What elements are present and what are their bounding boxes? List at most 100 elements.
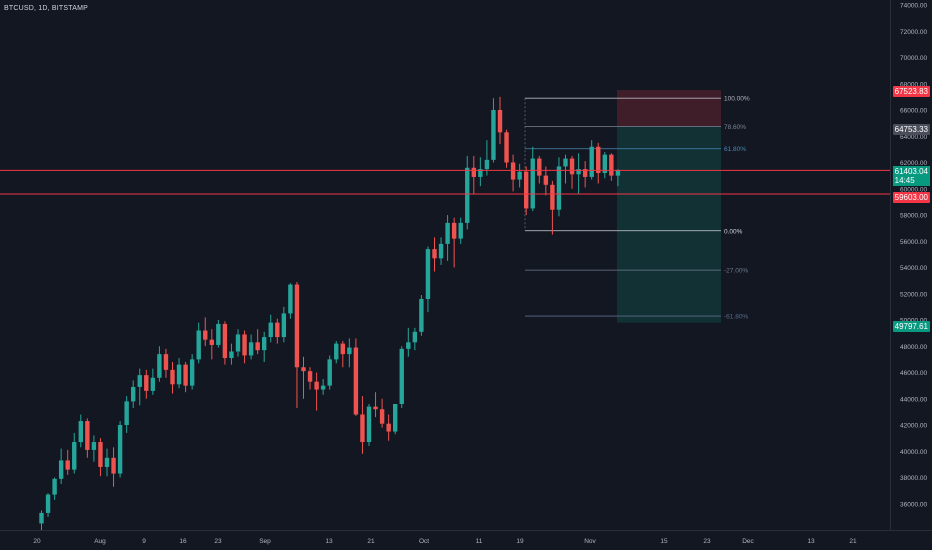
candle-body bbox=[399, 348, 404, 404]
price-tick-label: 62000.00 bbox=[900, 160, 927, 167]
price-tick-label: 58000.00 bbox=[900, 213, 927, 220]
current-price-value: 61403.04 bbox=[894, 167, 928, 176]
candle-body bbox=[445, 222, 450, 244]
candle-body bbox=[360, 414, 365, 443]
candle-body bbox=[91, 442, 97, 450]
candle-body bbox=[58, 460, 64, 479]
symbol-title[interactable]: BTCUSD, 1D, BITSTAMP bbox=[4, 5, 88, 12]
time-tick-label: 20 bbox=[33, 538, 41, 545]
support-price-tag: 59603.00 bbox=[892, 192, 930, 203]
candle-body bbox=[170, 369, 175, 385]
target-price-tag: 49797.61 bbox=[892, 321, 930, 332]
candle-body bbox=[255, 342, 260, 351]
candle-body bbox=[425, 249, 431, 299]
candle-body bbox=[288, 284, 293, 314]
candle-body bbox=[157, 354, 162, 378]
candle-body bbox=[242, 334, 247, 356]
time-tick-label: Sep bbox=[259, 538, 271, 545]
candle-body bbox=[438, 243, 444, 259]
candle-body bbox=[478, 169, 483, 177]
candle-body bbox=[229, 351, 234, 359]
candle-body bbox=[393, 404, 398, 432]
price-tick-label: 72000.00 bbox=[900, 29, 927, 36]
candle-body bbox=[609, 154, 614, 176]
candle-body bbox=[314, 381, 319, 390]
candle-body bbox=[131, 386, 136, 402]
candle-body bbox=[366, 406, 372, 443]
candle-body bbox=[301, 367, 306, 372]
time-tick-label: 13 bbox=[807, 538, 815, 545]
candle-body bbox=[386, 423, 391, 432]
candle-body bbox=[320, 385, 326, 390]
candle-body bbox=[72, 442, 77, 470]
candle-body bbox=[537, 158, 542, 176]
price-tick-label: 44000.00 bbox=[900, 396, 927, 403]
candle-body bbox=[334, 343, 339, 360]
candle-body bbox=[281, 313, 287, 338]
candle-body bbox=[504, 132, 509, 163]
fib-level-label: 78.60% bbox=[724, 124, 746, 131]
candle-body bbox=[183, 364, 188, 386]
price-tick-label: 42000.00 bbox=[900, 423, 927, 430]
price-tick-label: 48000.00 bbox=[900, 344, 927, 351]
candle-body bbox=[104, 457, 110, 467]
candle-body bbox=[189, 359, 195, 386]
time-tick-label: Oct bbox=[419, 538, 429, 545]
candle-body bbox=[524, 171, 529, 209]
time-tick-label: 15 bbox=[660, 538, 668, 545]
price-tick-label: 36000.00 bbox=[900, 501, 927, 508]
time-tick-label: 13 bbox=[325, 538, 333, 545]
price-tick-label: 46000.00 bbox=[900, 370, 927, 377]
candle-body bbox=[163, 354, 169, 370]
candle-body bbox=[45, 494, 51, 513]
candle-body bbox=[412, 331, 418, 343]
candle-body bbox=[268, 322, 273, 338]
price-tick-label: 54000.00 bbox=[900, 265, 927, 272]
time-tick-label: Aug bbox=[94, 538, 106, 545]
candle-body bbox=[98, 442, 103, 467]
price-tick-label: 68000.00 bbox=[900, 81, 927, 88]
candle-body bbox=[216, 323, 221, 345]
candle-body bbox=[85, 421, 90, 450]
time-tick-label: 11 bbox=[476, 538, 483, 545]
time-tick-label: 9 bbox=[142, 538, 146, 545]
candle-body bbox=[262, 337, 267, 351]
price-tick-label: 60000.00 bbox=[900, 186, 927, 193]
candle-body bbox=[196, 330, 201, 360]
stop-price-tag: 67523.83 bbox=[892, 86, 930, 97]
candle-body bbox=[615, 170, 621, 176]
candle-body bbox=[176, 364, 182, 385]
candle-body bbox=[203, 330, 208, 340]
price-tick-label: 56000.00 bbox=[900, 239, 927, 246]
candle-body bbox=[347, 347, 352, 355]
candle-body bbox=[556, 166, 562, 210]
candle-body bbox=[569, 158, 575, 175]
candle-body bbox=[117, 425, 123, 474]
candle-body bbox=[373, 406, 378, 410]
candle-body bbox=[602, 154, 607, 173]
candle-body bbox=[451, 222, 457, 239]
candle-body bbox=[596, 146, 601, 173]
current-price-tag: 61403.04 14:45 bbox=[892, 166, 930, 186]
time-tick-label: Nov bbox=[584, 538, 596, 545]
candle-body bbox=[235, 334, 241, 352]
price-tick-label: 66000.00 bbox=[900, 108, 927, 115]
candle-body bbox=[327, 359, 332, 386]
candle-body bbox=[471, 167, 476, 177]
take-profit-zone[interactable] bbox=[617, 126, 721, 323]
price-tick-label: 40000.00 bbox=[900, 449, 927, 456]
time-tick-label: 23 bbox=[214, 538, 222, 545]
candle-body bbox=[550, 184, 555, 210]
candle-body bbox=[582, 169, 588, 177]
price-tick-label: 70000.00 bbox=[900, 55, 927, 62]
stop-loss-zone[interactable] bbox=[617, 89, 721, 127]
candle-body bbox=[137, 375, 142, 387]
candle-body bbox=[379, 409, 385, 424]
candle-body bbox=[307, 371, 313, 382]
time-tick-label: 21 bbox=[849, 538, 857, 545]
candle-body bbox=[52, 478, 57, 495]
time-tick-label: Dec bbox=[742, 538, 754, 545]
price-tick-label: 64000.00 bbox=[900, 134, 927, 141]
time-tick-label: 21 bbox=[367, 538, 375, 545]
